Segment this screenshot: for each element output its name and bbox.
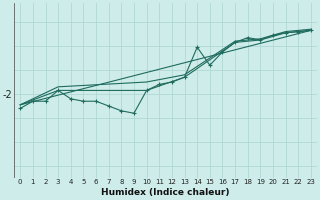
- X-axis label: Humidex (Indice chaleur): Humidex (Indice chaleur): [101, 188, 230, 197]
